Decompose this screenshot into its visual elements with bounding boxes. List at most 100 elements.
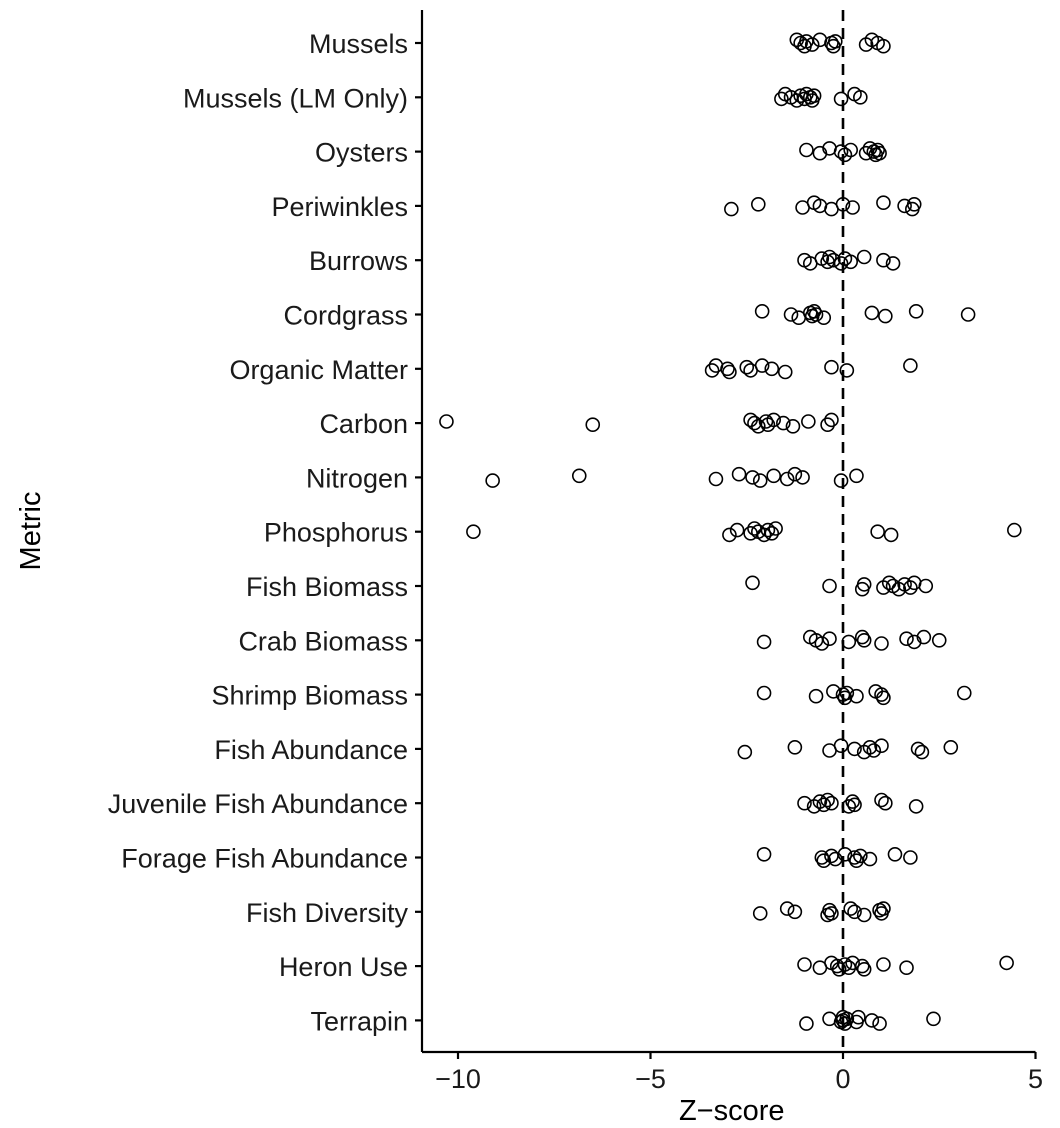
data-point <box>837 846 853 862</box>
data-point <box>839 1011 855 1027</box>
data-point <box>839 685 855 701</box>
data-point <box>931 632 947 648</box>
data-point <box>833 738 849 754</box>
y-tick-label: Shrimp Biomass <box>211 681 408 711</box>
data-point <box>760 522 776 538</box>
y-tick-label: Organic Matter <box>229 355 408 385</box>
y-tick-label: Forage Fish Abundance <box>121 844 408 874</box>
y-tick-label: Fish Biomass <box>246 572 408 602</box>
data-point <box>908 303 924 319</box>
data-point <box>774 91 789 107</box>
data-point <box>824 906 839 921</box>
data-point <box>739 359 755 375</box>
data-point <box>843 901 859 916</box>
data-point <box>756 527 772 543</box>
data-point <box>876 901 891 916</box>
data-point <box>856 961 872 977</box>
data-point <box>853 848 868 864</box>
data-point <box>956 685 972 701</box>
data-point <box>841 799 857 814</box>
data-point <box>833 473 849 488</box>
data-point <box>820 417 835 433</box>
y-tick-label: Cordgrass <box>283 301 408 331</box>
data-point <box>903 358 918 373</box>
data-point <box>824 412 839 428</box>
y-tick-label: Periwinkles <box>271 192 408 222</box>
data-point <box>853 90 868 105</box>
data-point <box>883 527 899 543</box>
data-point <box>914 744 930 760</box>
data-point <box>785 418 801 434</box>
data-point <box>872 1016 887 1031</box>
data-point <box>843 142 859 158</box>
data-point <box>787 466 803 482</box>
data-point <box>793 35 808 51</box>
data-point <box>906 197 922 212</box>
data-point <box>851 1009 866 1025</box>
data-point <box>797 795 812 811</box>
data-point <box>874 636 889 651</box>
data-point <box>804 37 820 52</box>
data-point <box>908 799 924 814</box>
data-point <box>827 34 843 49</box>
data-point <box>722 527 737 543</box>
data-point <box>870 524 885 540</box>
data-point <box>845 794 860 809</box>
data-point <box>874 792 889 808</box>
data-point <box>779 901 795 916</box>
data-point <box>814 636 830 651</box>
data-point <box>766 468 782 484</box>
data-point <box>847 850 862 865</box>
data-point <box>835 197 851 212</box>
data-point <box>764 525 780 541</box>
data-point <box>854 958 870 974</box>
data-point <box>874 738 889 754</box>
data-point <box>806 88 822 103</box>
data-point <box>845 955 860 971</box>
data-point <box>839 363 855 378</box>
data-point <box>876 957 891 972</box>
data-point <box>756 846 772 862</box>
data-point <box>439 414 454 429</box>
y-tick-label: Oysters <box>315 138 408 168</box>
data-point <box>843 254 859 270</box>
y-axis-title: Metric <box>15 492 47 571</box>
data-point <box>837 957 853 972</box>
data-point <box>756 685 772 701</box>
data-point <box>485 473 500 488</box>
data-point <box>874 687 889 702</box>
data-point <box>787 739 803 755</box>
data-point <box>876 38 891 54</box>
data-point <box>876 195 891 210</box>
data-point <box>812 794 828 809</box>
data-point <box>826 252 841 268</box>
data-point <box>824 359 839 375</box>
data-point <box>764 361 780 377</box>
data-point <box>799 142 814 158</box>
y-tick-label: Fish Abundance <box>214 735 408 765</box>
data-point <box>847 797 862 813</box>
data-point <box>752 473 768 488</box>
data-point <box>824 795 839 811</box>
data-point <box>822 902 837 918</box>
data-point <box>841 634 857 650</box>
data-point <box>878 795 893 811</box>
data-point <box>795 470 810 485</box>
data-point <box>729 522 745 538</box>
plot-area <box>439 10 1022 1052</box>
data-point <box>845 200 860 215</box>
data-point <box>745 575 760 591</box>
y-tick-label: Juvenile Fish Abundance <box>108 789 408 819</box>
data-point <box>720 361 735 377</box>
x-tick-label: −10 <box>435 1064 481 1094</box>
x-tick-label: 0 <box>835 1064 850 1094</box>
data-point <box>758 414 774 429</box>
data-point <box>466 524 481 540</box>
data-point <box>876 252 891 268</box>
data-point <box>887 846 903 862</box>
data-point <box>768 521 783 536</box>
data-point <box>750 197 766 212</box>
data-point <box>787 904 803 920</box>
x-axis-ticks: −10 −5 0 5 <box>435 1052 1043 1094</box>
